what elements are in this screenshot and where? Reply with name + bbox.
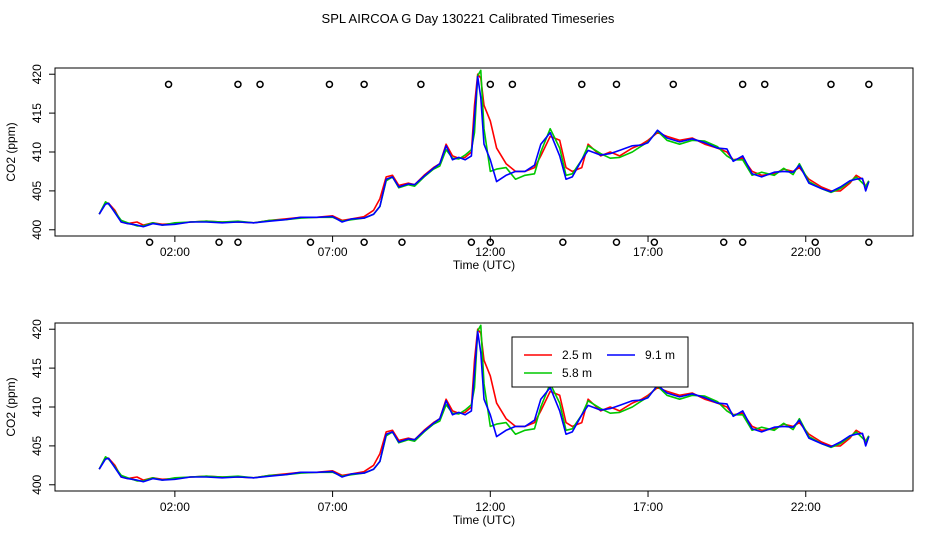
y-axis-label: CO2 (ppm) [4,377,18,436]
y-tick-label: 400 [30,219,44,239]
x-tick-label: 12:00 [475,500,505,514]
series-line-5-8-m [98,324,870,482]
upper-marker [256,80,264,89]
lower-marker [559,238,567,246]
upper-marker [234,80,242,89]
lower-marker [738,238,747,246]
figure-title: SPL AIRCOA G Day 130221 Calibrated Times… [322,11,615,26]
y-tick-label: 420 [30,319,44,339]
lower-marker [467,238,476,246]
x-tick-label: 22:00 [791,500,821,514]
x-axis-label: Time (UTC) [453,258,515,272]
x-tick-label: 17:00 [633,245,663,259]
lower-marker [719,238,728,246]
plot-frame [54,67,914,237]
legend-box [511,336,689,388]
upper-marker [417,80,425,89]
x-tick-label: 12:00 [475,245,505,259]
y-tick-label: 400 [30,474,44,494]
lower-marker [811,238,819,246]
upper-marker [360,80,368,89]
y-tick-label: 410 [30,142,44,162]
lower-marker [650,238,659,246]
plot-frame [54,322,914,492]
legend-label: 2.5 m [562,348,592,362]
upper-marker [827,80,835,89]
series-line-9-1-m [98,330,870,483]
x-tick-label: 17:00 [633,500,663,514]
chart-panel-top: 02:00 07:00 12:00 17:00 22:00 400 405 410 415 420… [4,64,914,272]
series-line-5-8-m [98,69,870,227]
y-tick-label: 405 [30,436,44,456]
upper-marker [164,80,173,89]
lower-marker [360,238,368,246]
legend-label: 5.8 m [562,366,592,380]
x-tick-label: 02:00 [160,245,190,259]
upper-marker [669,80,678,89]
series-line-2-5-m [98,328,870,481]
y-tick-label: 415 [30,358,44,378]
lower-marker [306,238,315,246]
y-tick-label: 405 [30,181,44,201]
x-axis-label: Time (UTC) [453,513,515,527]
chart-panel-bottom: 02:00 07:00 12:00 17:00 22:00 400 405 410 415 420… [4,319,914,527]
upper-marker [612,80,621,89]
y-tick-label: 410 [30,397,44,417]
series-line-2-5-m [98,73,870,226]
lower-marker [398,238,406,246]
lower-marker [215,238,223,246]
legend-label: 9.1 m [645,348,675,362]
upper-marker [738,80,747,89]
upper-marker [760,80,769,89]
lower-marker [865,238,873,246]
lower-marker [145,238,154,246]
upper-marker [865,80,873,89]
x-tick-label: 22:00 [791,245,821,259]
x-tick-label: 02:00 [160,500,190,514]
upper-marker [325,80,334,89]
upper-marker [508,80,517,89]
x-tick-label: 07:00 [318,245,348,259]
legend: 2.5 m 5.8 m 9.1 m [511,336,689,388]
upper-marker [578,80,586,89]
lower-marker [234,238,242,246]
lower-marker [612,238,621,246]
y-tick-label: 415 [30,103,44,123]
upper-marker [486,80,495,89]
y-axis-label: CO2 (ppm) [4,122,18,181]
lower-marker [486,238,495,246]
series-line-9-1-m [98,75,870,228]
y-tick-label: 420 [30,64,44,84]
x-tick-label: 07:00 [318,500,348,514]
